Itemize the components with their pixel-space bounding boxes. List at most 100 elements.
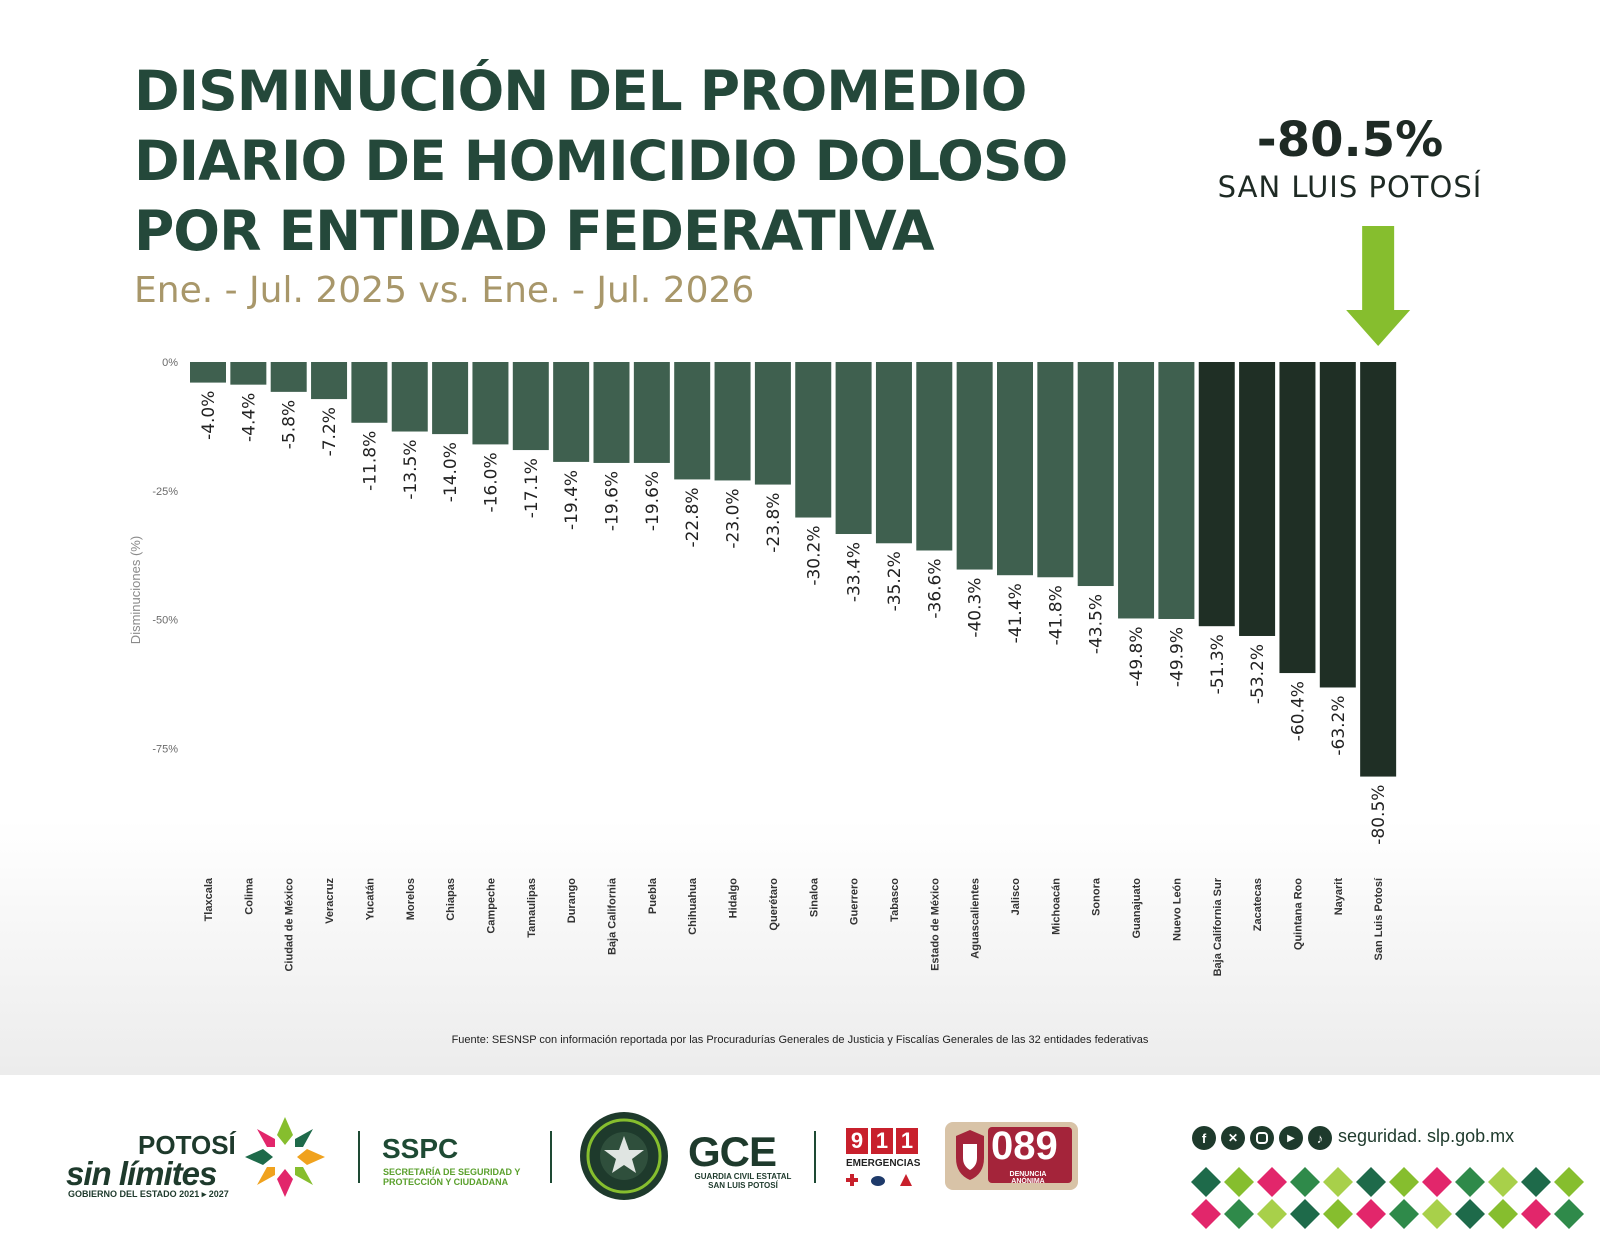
bar <box>1319 362 1356 688</box>
instagram-icon[interactable] <box>1250 1126 1274 1150</box>
data-label: -41.4% <box>1006 583 1026 643</box>
bar <box>714 362 751 481</box>
denuncia-089-panel <box>988 1127 1072 1183</box>
bar-chart: 0% -25% -50% -75% Disminuciones (%) -4.0% Tlax… <box>128 226 1411 976</box>
category-label: Sonora <box>1091 877 1103 916</box>
data-label: -14.0% <box>441 442 461 502</box>
category-label: Estado de México <box>929 878 941 971</box>
data-label: -51.3% <box>1208 634 1228 694</box>
bar <box>432 362 469 435</box>
pattern-diamond <box>1554 1167 1584 1197</box>
pattern-diamond <box>1224 1167 1254 1197</box>
denuncia-anonima-label: DENUNCIA ANÓNIMA <box>1009 1171 1047 1185</box>
category-label: Aguascalientes <box>970 878 982 959</box>
digit-1: 1 <box>896 1128 918 1154</box>
bar <box>270 362 307 392</box>
bar <box>956 362 993 570</box>
data-label: -7.2% <box>320 407 340 456</box>
pattern-diamond <box>1455 1167 1485 1197</box>
data-label: -5.8% <box>280 400 300 449</box>
bar <box>1198 362 1235 627</box>
facebook-icon[interactable]: f <box>1192 1126 1216 1150</box>
data-label: -17.1% <box>522 458 542 518</box>
category-label: Michoacán <box>1050 878 1062 935</box>
highlight-value: -80.5% <box>1256 112 1444 168</box>
bar <box>633 362 670 463</box>
gce-logo-name: GCE <box>688 1128 777 1175</box>
pattern-diamond <box>1290 1167 1320 1197</box>
bar <box>997 362 1033 576</box>
shield-icon <box>956 1130 984 1180</box>
category-label: Tabasco <box>889 878 901 922</box>
gce-logo-sub: GUARDIA CIVIL ESTATAL SAN LUIS POTOSÍ <box>694 1172 792 1190</box>
category-label: Colima <box>243 877 255 915</box>
bar <box>311 362 348 400</box>
background-fade <box>0 820 1600 1075</box>
highlight-arrow-shaft <box>1362 226 1395 310</box>
bar <box>835 362 872 535</box>
pattern-diamond <box>1356 1199 1386 1229</box>
emergencias-label: EMERGENCIAS <box>846 1158 921 1169</box>
pattern-diamond <box>1290 1199 1320 1229</box>
category-label: Guanajuato <box>1131 878 1143 939</box>
pattern-diamond <box>1389 1199 1419 1229</box>
bar <box>1279 362 1316 674</box>
data-label: -16.0% <box>481 452 501 512</box>
pattern-diamond <box>1488 1199 1518 1229</box>
data-label: -4.4% <box>239 393 259 442</box>
pattern-diamond <box>1554 1199 1584 1229</box>
pattern-diamond <box>1323 1199 1353 1229</box>
emergency-services-icon <box>846 1174 912 1186</box>
pattern-diamond <box>1422 1199 1452 1229</box>
footer-divider <box>814 1131 816 1183</box>
pattern-diamond <box>1455 1199 1485 1229</box>
category-label: Zacatecas <box>1252 878 1264 931</box>
website-link[interactable]: seguridad. slp.gob.mx <box>1338 1126 1515 1146</box>
bar <box>754 362 791 485</box>
source-note: Fuente: SESNSP con información reportada… <box>451 1034 1149 1046</box>
data-label: -63.2% <box>1329 695 1349 755</box>
bar <box>795 362 832 518</box>
footer-divider <box>550 1131 552 1183</box>
bar <box>391 362 428 432</box>
category-label: Baja California Sur <box>1212 877 1224 976</box>
data-label: -53.2% <box>1248 644 1268 704</box>
category-label: Jalisco <box>1010 878 1022 916</box>
sspc-logo-name: SSPC <box>382 1133 459 1164</box>
data-label: -11.8% <box>360 431 380 491</box>
highlight-arrow-head <box>1346 310 1411 346</box>
data-label: -13.5% <box>401 440 421 500</box>
bar <box>593 362 630 463</box>
data-label: -36.6% <box>925 558 945 618</box>
data-label: -33.4% <box>845 542 865 602</box>
pattern-diamond <box>1257 1199 1287 1229</box>
x-icon[interactable]: ✕ <box>1221 1126 1245 1150</box>
data-label: -30.2% <box>804 526 824 586</box>
category-label: Ciudad de México <box>284 878 296 972</box>
bar <box>674 362 711 480</box>
bar <box>190 362 226 383</box>
highlight-name: SAN LUIS POTOSÍ <box>1217 170 1483 204</box>
category-label: Baja California <box>607 877 619 955</box>
chart-title: DISMINUCIÓN DEL PROMEDIO DIARIO DE HOMIC… <box>134 56 1174 266</box>
data-label: -4.0% <box>199 391 219 440</box>
potosi-logo-top: POTOSÍ <box>138 1130 236 1160</box>
pattern-diamond <box>1356 1167 1386 1197</box>
data-label: -19.6% <box>643 471 663 531</box>
chart-subtitle: Ene. - Jul. 2025 vs. Ene. - Jul. 2026 <box>134 270 755 311</box>
category-label: Guerrero <box>849 878 861 925</box>
data-label: -23.8% <box>764 493 784 553</box>
category-label: Tlaxcala <box>203 877 215 921</box>
data-label: -19.4% <box>562 470 582 530</box>
category-label: Hidalgo <box>728 878 740 919</box>
pattern-diamond <box>1389 1167 1419 1197</box>
bar <box>1158 362 1195 619</box>
data-label: -43.5% <box>1087 594 1107 654</box>
category-label: Yucatán <box>364 878 376 920</box>
pattern-diamond <box>1257 1167 1287 1197</box>
youtube-icon[interactable]: ▶ <box>1279 1126 1303 1150</box>
data-label: -22.8% <box>683 487 703 547</box>
bar <box>1360 362 1397 777</box>
title-line-1: DISMINUCIÓN DEL PROMEDIO <box>134 59 1027 123</box>
tiktok-icon[interactable]: ♪ <box>1308 1126 1332 1150</box>
